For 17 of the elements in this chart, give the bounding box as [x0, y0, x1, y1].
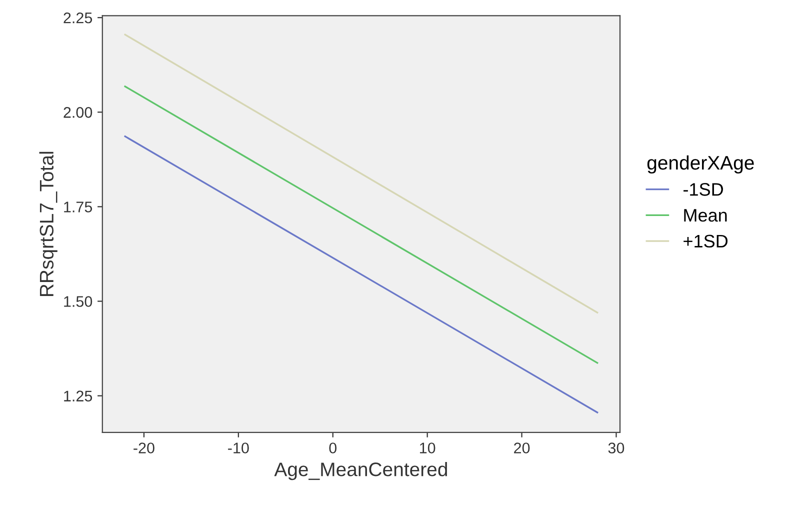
y-axis-title: RRsqrtSL7_Total — [39, 152, 58, 296]
x-tick-label: 30 — [608, 442, 624, 454]
legend-label: Mean — [684, 209, 727, 222]
x-axis-title: Age_MeanCentered — [274, 462, 447, 480]
y-tick-label: 1.75 — [64, 202, 92, 212]
legend-label: -1SD — [684, 183, 723, 196]
x-tick-label: 0 — [329, 442, 337, 454]
y-tick-label: 2.25 — [64, 12, 92, 24]
y-tick-label: 1.25 — [64, 390, 92, 402]
x-tick-label: -20 — [134, 442, 154, 454]
x-tick-label: 10 — [420, 442, 436, 454]
x-tick-label: 20 — [514, 442, 530, 454]
y-tick-label: 2.00 — [64, 107, 92, 118]
y-tick-label: 1.50 — [64, 296, 92, 307]
x-tick-label: -10 — [228, 442, 249, 454]
legend-label: +1SD — [684, 234, 728, 248]
legend-title: genderXAge — [647, 155, 754, 174]
